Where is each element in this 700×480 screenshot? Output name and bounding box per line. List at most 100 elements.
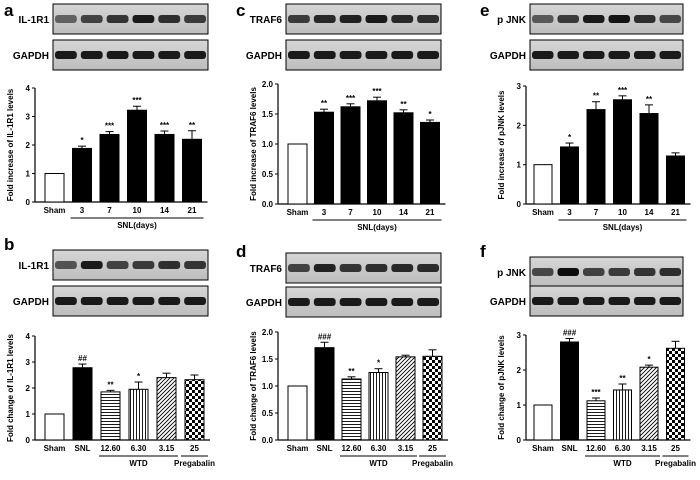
blot-band <box>532 297 554 305</box>
blot-band <box>608 15 630 23</box>
blot-frame <box>285 286 442 318</box>
blot-band <box>659 297 681 305</box>
significance-label: * <box>377 359 381 368</box>
pregabalin-label: Pregabalin <box>412 459 453 468</box>
blot-band <box>313 264 336 272</box>
blot-band <box>365 15 388 23</box>
blot-band <box>80 15 103 23</box>
blot-band <box>634 268 656 276</box>
blot-band <box>634 51 656 59</box>
blot-band <box>659 268 681 276</box>
blot-band <box>608 51 630 59</box>
bar-0 <box>44 173 65 203</box>
y-tick-label: 1.5 <box>262 110 274 119</box>
blot-label-protein: p JNK <box>497 15 527 26</box>
significance-label: ** <box>619 374 626 383</box>
bar-1 <box>72 367 93 441</box>
x-tick-label: 3.15 <box>641 444 657 453</box>
bar-1 <box>314 347 335 441</box>
bar-1 <box>72 147 92 203</box>
significance-label: * <box>137 372 141 381</box>
bar-3 <box>128 388 149 441</box>
y-axis-label: Fold change of pJNK levels <box>497 335 506 440</box>
blot-band <box>158 15 181 23</box>
x-tick-label: 6.30 <box>615 444 631 453</box>
significance-label: *** <box>105 122 115 131</box>
y-axis-label: Fold increase of IL-1R1 levels <box>6 88 15 201</box>
x-tick-label: 6.30 <box>131 444 147 453</box>
significance-label: * <box>647 355 651 364</box>
blot-band <box>532 51 554 59</box>
blot-frame <box>285 3 442 35</box>
significance-label: ### <box>318 332 332 341</box>
panel-c: c TRAF6 GAPDH 0.0 0.5 1.0 1.5 2.0 Fold increase … <box>236 1 446 232</box>
blot-band <box>391 264 414 272</box>
panel-letter: b <box>4 235 14 254</box>
panel-letter: a <box>4 1 14 20</box>
x-tick-label: 14 <box>399 208 408 217</box>
y-tick-label: 1.5 <box>262 355 274 364</box>
group-label: SNL(days) <box>603 223 643 232</box>
blot-band <box>365 51 388 59</box>
blot-band <box>132 15 155 23</box>
bar-5 <box>182 138 202 203</box>
x-tick-label: 7 <box>348 208 353 217</box>
blot-band <box>106 261 129 269</box>
blot-band <box>80 297 103 305</box>
x-tick-label: 21 <box>671 208 680 217</box>
blot-band <box>634 297 656 305</box>
significance-label: ** <box>107 380 114 389</box>
significance-label: ** <box>400 100 407 109</box>
y-tick-label: 3 <box>517 82 522 91</box>
blot-frame <box>285 39 442 71</box>
y-tick-label: 0.0 <box>262 200 274 209</box>
x-tick-label: 25 <box>428 444 437 453</box>
y-tick-label: 1.0 <box>262 382 274 391</box>
blot-band <box>184 297 206 305</box>
panel-d: d TRAF6 GAPDH 0.0 0.5 1.0 1.5 2.0 Fold change of… <box>236 242 453 468</box>
y-tick-label: 0.5 <box>262 170 274 179</box>
group-label: SNL(days) <box>117 221 157 230</box>
x-tick-label: Sham <box>532 444 554 453</box>
significance-label: ## <box>78 354 87 363</box>
x-tick-label: 10 <box>618 208 627 217</box>
blot-band <box>55 15 77 23</box>
blot-band <box>659 51 681 59</box>
blot-band <box>365 264 388 272</box>
bar-2 <box>586 109 606 205</box>
y-tick-label: 2.0 <box>262 80 274 89</box>
bar-3 <box>613 99 632 205</box>
wtd-label: WTD <box>613 459 631 468</box>
bar-0 <box>44 413 65 441</box>
x-tick-label: Sham <box>287 444 309 453</box>
blot-label-gapdh: GAPDH <box>13 51 49 62</box>
blot-band <box>106 15 129 23</box>
blot-band <box>557 51 579 59</box>
blot-band <box>288 298 310 306</box>
blot-band <box>313 51 336 59</box>
y-tick-label: 3 <box>26 358 31 367</box>
blot-band <box>132 261 155 269</box>
significance-label: ** <box>348 367 355 376</box>
significance-label: * <box>568 133 572 142</box>
panel-a: a IL-1R1 GAPDH 0 1 2 3 4 Fold increase of IL-1R1… <box>4 1 209 230</box>
blot-band <box>417 264 439 272</box>
blot-band <box>339 15 362 23</box>
x-tick-label: 12.60 <box>100 444 121 453</box>
pregabalin-label: Pregabalin <box>655 459 696 468</box>
x-tick-label: 3.15 <box>159 444 175 453</box>
blot-frame <box>285 252 442 284</box>
blot-band <box>55 297 77 305</box>
x-tick-label: SNL <box>75 444 91 453</box>
blot-band <box>391 15 414 23</box>
y-tick-label: 2 <box>517 366 522 375</box>
bar-5 <box>184 379 205 441</box>
blot-band <box>583 15 605 23</box>
blot-frame <box>52 39 209 71</box>
significance-label: *** <box>346 94 356 103</box>
y-axis-label: Fold increase of pJNK levels <box>497 90 506 199</box>
significance-label: ** <box>189 121 196 130</box>
bar-4 <box>154 133 175 203</box>
y-tick-label: 0 <box>26 198 31 207</box>
